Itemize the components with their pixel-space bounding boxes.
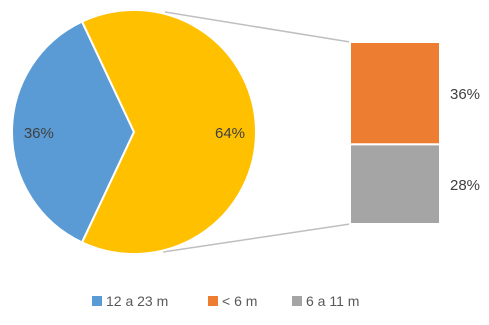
pie-slice-12-a-23-m [11, 20, 136, 244]
legend-label-12-a-23-m: 12 a 23 m [106, 293, 168, 309]
bar-segment-6-a-11-m [349, 143, 441, 225]
bar-label-lt-6-m: 36% [450, 86, 480, 103]
connector-lines [162, 11, 351, 253]
legend-label-6-a-11-m: 6 a 11 m [306, 293, 359, 309]
legend: 12 a 23 m < 6 m 6 a 11 m [92, 293, 359, 309]
legend-swatch-lt-6-m [208, 296, 218, 306]
bar-label-6-a-11-m: 28% [450, 177, 480, 194]
pie-label-12-a-23-m: 36% [24, 125, 54, 142]
legend-label-lt-6-m: < 6 m [222, 293, 257, 309]
connector-line-top [164, 11, 351, 43]
breakdown-bar: 36% 28% [349, 41, 480, 225]
pie: 36% 64% [11, 9, 257, 255]
legend-swatch-6-a-11-m [292, 296, 302, 306]
connector-line-bottom [162, 223, 351, 253]
pie-label-other: 64% [215, 125, 245, 142]
pie-slice-other [80, 9, 257, 255]
bar-segment-lt-6-m [349, 41, 441, 146]
legend-swatch-12-a-23-m [92, 296, 102, 306]
